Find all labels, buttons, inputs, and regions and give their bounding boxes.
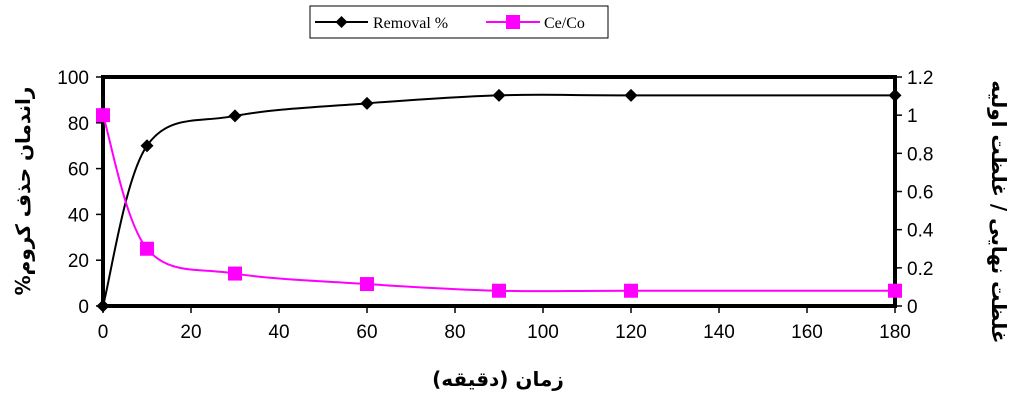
y-left-tick-label: 100	[57, 68, 89, 89]
removal-point	[888, 88, 902, 102]
x-axis-ticks: 0 20 40 60 80 100 120 140 160 180	[98, 306, 911, 343]
ceco-point	[888, 283, 902, 298]
removal-point	[228, 109, 242, 123]
y-right-axis-title: غلظت نهایی / غلظت اولیه	[987, 80, 1011, 343]
ceco-point	[360, 277, 374, 292]
x-tick-label: 120	[615, 322, 647, 343]
legend-marker-removal	[335, 16, 348, 28]
removal-point	[140, 139, 154, 153]
x-tick-label: 0	[98, 322, 109, 343]
x-tick-label: 60	[356, 322, 377, 343]
legend-label-ceco: Ce/Co	[544, 15, 585, 32]
ceco-point	[96, 108, 110, 123]
y-left-tick-label: 40	[68, 205, 89, 226]
x-tick-label: 80	[444, 322, 465, 343]
y-right-tick-label: 0	[907, 297, 918, 318]
removal-point	[360, 96, 374, 110]
removal-point	[624, 88, 638, 102]
x-tick-label: 40	[268, 322, 289, 343]
y-left-tick-label: 80	[68, 114, 89, 135]
x-tick-label: 160	[791, 322, 823, 343]
ceco-point	[492, 283, 506, 298]
ceco-point	[140, 241, 154, 256]
y-left-tick-label: 60	[68, 160, 89, 181]
y-right-tick-label: 0.8	[907, 144, 933, 165]
y-right-tick-label: 0.6	[907, 183, 933, 204]
y-left-axis-ticks: 0 20 40 60 80 100	[57, 68, 103, 318]
legend: Removal % Ce/Co	[309, 5, 609, 39]
x-tick-label: 180	[879, 322, 911, 343]
y-right-tick-label: 1	[907, 106, 918, 127]
y-right-tick-label: 0.2	[907, 259, 933, 280]
y-right-tick-label: 1.2	[907, 68, 933, 89]
y-right-axis-ticks: 0 0.2 0.4 0.6 0.8 1 1.2	[895, 68, 934, 318]
y-left-tick-label: 0	[78, 297, 89, 318]
removal-point	[96, 299, 110, 313]
y-left-tick-label: 20	[68, 251, 89, 272]
removal-point	[492, 88, 506, 102]
series-removal	[96, 88, 902, 313]
x-tick-label: 140	[703, 322, 735, 343]
y-right-tick-label: 0.4	[907, 221, 934, 242]
x-tick-label: 100	[527, 322, 559, 343]
legend-label-removal: Removal %	[373, 15, 448, 32]
legend-marker-ceco	[506, 15, 520, 29]
x-tick-label: 20	[180, 322, 201, 343]
x-axis-title: زمان (دقیقه)	[432, 367, 564, 391]
y-left-axis-title: راندمان حذف کروم%	[11, 87, 35, 296]
ceco-point	[228, 266, 242, 281]
ceco-point	[624, 283, 638, 298]
series-ceco	[96, 108, 902, 298]
